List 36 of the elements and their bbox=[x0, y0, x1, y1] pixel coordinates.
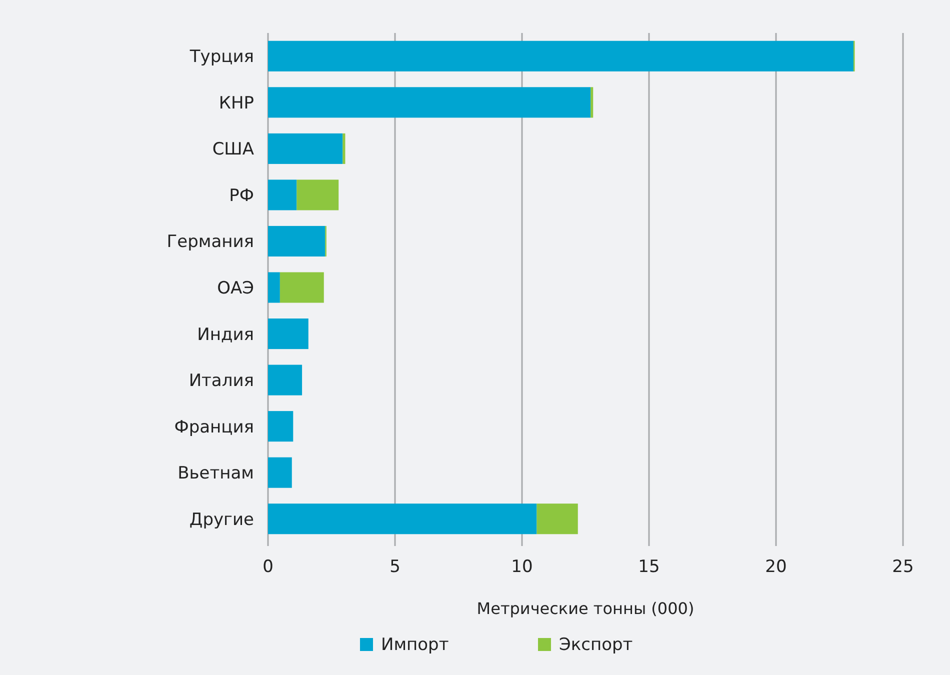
x-tick-label: 25 bbox=[892, 557, 914, 577]
bar bbox=[268, 318, 308, 350]
y-tick-label: Италия bbox=[188, 371, 254, 392]
y-tick-label: Франция bbox=[174, 417, 254, 438]
bar bbox=[268, 226, 326, 256]
legend-label: Импорт bbox=[381, 635, 449, 655]
y-tick-label: РФ bbox=[229, 186, 254, 206]
bar bbox=[296, 180, 339, 210]
x-tick-label: 15 bbox=[638, 557, 660, 577]
bar bbox=[268, 40, 854, 72]
y-tick-label: США bbox=[212, 140, 254, 160]
y-tick-label: Другие bbox=[189, 510, 254, 530]
bar bbox=[590, 87, 594, 118]
bar bbox=[268, 180, 297, 210]
bar bbox=[268, 504, 537, 534]
bar bbox=[342, 133, 346, 164]
y-tick-label: Турция bbox=[188, 47, 254, 68]
legend-label: Экспорт bbox=[559, 635, 633, 655]
x-tick-label: 10 bbox=[511, 557, 533, 577]
bar bbox=[268, 364, 302, 396]
y-tick-label: Индия bbox=[197, 324, 254, 345]
bar bbox=[536, 504, 578, 534]
x-tick-label: 0 bbox=[262, 557, 274, 577]
y-tick-label: Вьетнам bbox=[178, 464, 254, 484]
y-tick-label: ОАЭ bbox=[217, 278, 254, 298]
bar bbox=[268, 133, 343, 164]
bar bbox=[268, 272, 280, 303]
bar bbox=[268, 87, 591, 118]
y-tick-label: Германия bbox=[166, 232, 254, 252]
bar bbox=[268, 457, 292, 488]
bar bbox=[280, 272, 324, 303]
x-tick-label: 5 bbox=[390, 557, 400, 577]
x-axis-title: Метрические тонны (000) bbox=[476, 599, 694, 618]
bar bbox=[268, 411, 294, 442]
x-tick-label: 20 bbox=[765, 557, 787, 577]
y-tick-label: КНР bbox=[218, 93, 254, 114]
